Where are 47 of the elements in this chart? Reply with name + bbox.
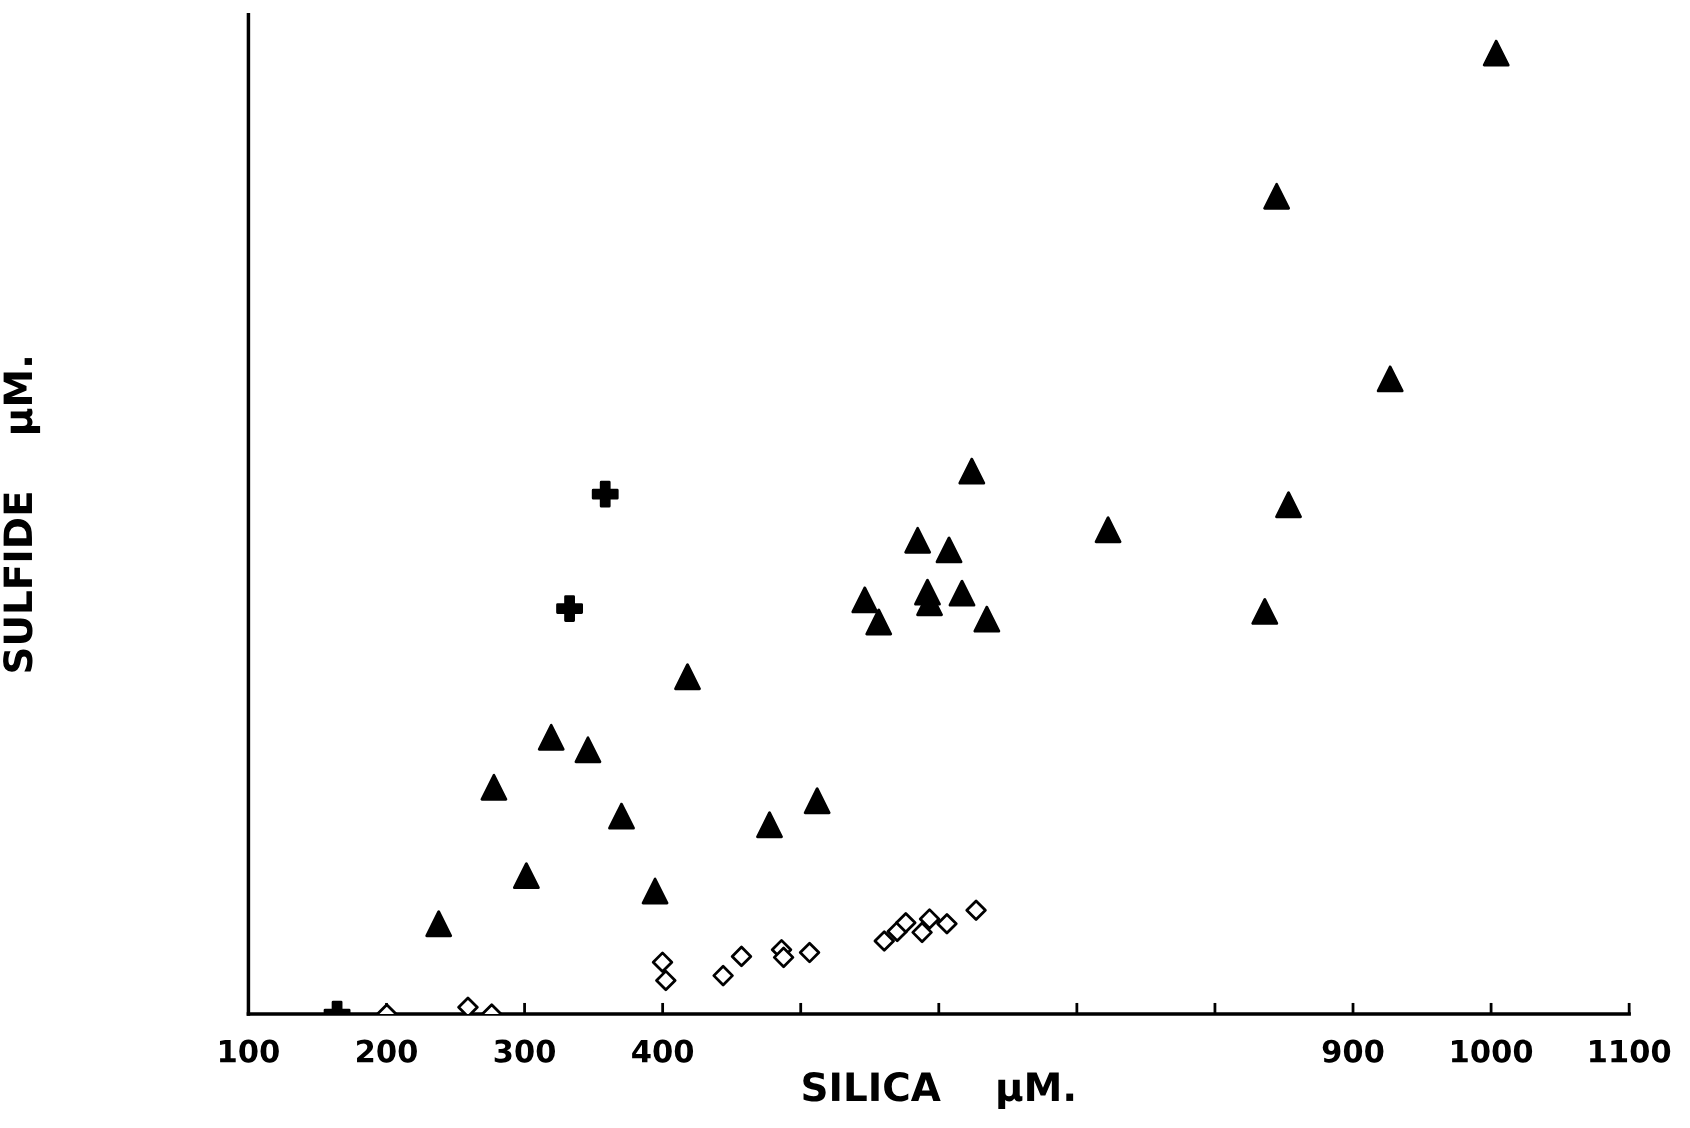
point — [730, 945, 753, 968]
point — [1263, 182, 1291, 210]
point — [958, 457, 986, 485]
point — [935, 536, 963, 564]
point — [651, 951, 674, 973]
point — [608, 802, 635, 830]
point — [965, 899, 987, 921]
point — [1251, 598, 1279, 625]
x-tick-label: 1100 — [1590, 1039, 1671, 1063]
point — [574, 736, 602, 764]
point — [556, 595, 584, 622]
y-axis-title: SULFIDE μM. — [3, 358, 41, 672]
x-tick-label: 200 — [357, 1039, 417, 1063]
point — [772, 946, 795, 969]
point — [1482, 39, 1510, 67]
point — [865, 608, 893, 636]
point — [851, 586, 879, 614]
point — [973, 605, 1001, 633]
point — [1275, 491, 1302, 519]
point — [948, 579, 976, 607]
point — [1376, 365, 1404, 393]
point — [457, 996, 479, 1015]
x-axis-title: SILICA μM. — [803, 1072, 1074, 1110]
point — [798, 941, 821, 964]
point — [756, 811, 783, 839]
point — [425, 910, 453, 938]
point — [803, 787, 831, 815]
point — [674, 663, 701, 691]
point — [873, 930, 895, 952]
point — [641, 877, 669, 905]
x-tick-label: 400 — [632, 1039, 694, 1063]
x-tick-label: 100 — [219, 1039, 279, 1063]
x-tick-label: 1000 — [1452, 1039, 1533, 1063]
point — [904, 526, 932, 554]
point — [512, 862, 540, 890]
point — [537, 723, 565, 751]
point — [480, 773, 508, 801]
point — [1094, 516, 1122, 544]
x-tick-label: 900 — [1322, 1039, 1384, 1063]
point — [911, 921, 933, 944]
point — [655, 969, 677, 992]
point — [895, 912, 917, 934]
point — [936, 913, 958, 935]
x-tick-label: 300 — [494, 1039, 556, 1063]
point — [712, 964, 734, 987]
point — [918, 908, 941, 930]
point — [591, 480, 619, 508]
